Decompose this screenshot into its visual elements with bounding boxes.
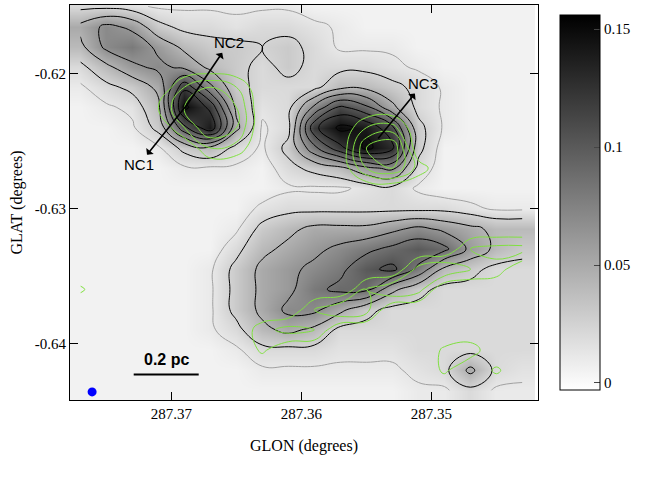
svg-text:GLON (degrees): GLON (degrees) — [250, 437, 358, 455]
svg-text:287.36: 287.36 — [281, 406, 323, 422]
svg-text:-0.64: -0.64 — [35, 336, 67, 352]
svg-text:0.15: 0.15 — [604, 21, 630, 37]
svg-text:NC2: NC2 — [214, 34, 244, 51]
svg-text:0.05: 0.05 — [604, 257, 630, 273]
svg-text:-0.63: -0.63 — [35, 201, 66, 217]
svg-text:0: 0 — [604, 375, 612, 391]
svg-text:287.35: 287.35 — [411, 406, 452, 422]
svg-text:0.2 pc: 0.2 pc — [144, 351, 189, 368]
svg-text:NC1: NC1 — [124, 156, 154, 173]
svg-text:-0.62: -0.62 — [35, 66, 66, 82]
svg-text:GLAT (degrees): GLAT (degrees) — [8, 150, 26, 254]
svg-text:0.1: 0.1 — [604, 139, 623, 155]
svg-text:NC3: NC3 — [408, 75, 438, 92]
svg-text:287.37: 287.37 — [151, 406, 193, 422]
